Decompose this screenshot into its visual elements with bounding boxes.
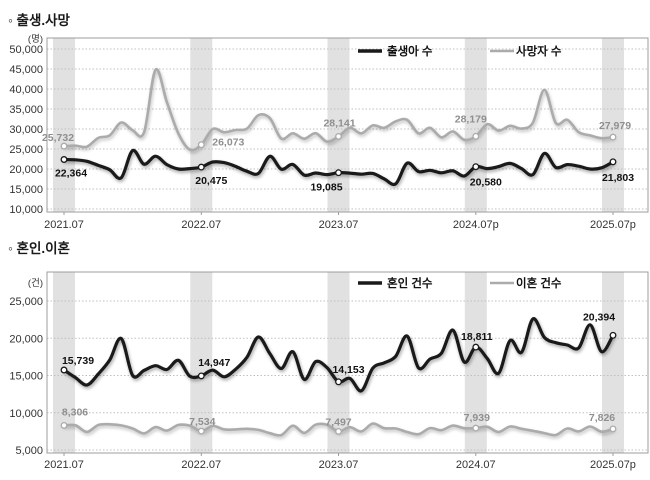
data-point-marker (472, 163, 480, 171)
data-point-label: 28,179 (455, 113, 487, 125)
data-point-label: 8,306 (62, 406, 88, 418)
section-title-marriage-divorce: ◦ 혼인.이혼 (8, 241, 70, 256)
y-axis-unit-label: (건) (28, 278, 43, 289)
data-point-label: 26,073 (212, 137, 244, 149)
data-point-marker (609, 425, 617, 433)
x-axis-tick-label: 2021.07 (44, 459, 84, 471)
x-axis-tick-label: 2022.07 (181, 459, 221, 471)
x-axis-tick-label: 2022.07 (181, 219, 221, 231)
x-axis-tick-label: 2023.07 (319, 459, 359, 471)
x-axis-tick-label: 2023.07 (319, 219, 359, 231)
x-axis-tick-label: 2025.07p (590, 459, 636, 471)
y-axis-tick-label: 25,000 (9, 144, 43, 156)
data-point-marker (472, 424, 480, 432)
data-point-label: 25,732 (42, 132, 74, 144)
data-point-label: 7,826 (589, 412, 615, 424)
data-point-marker (60, 142, 68, 150)
data-point-marker (472, 343, 480, 351)
data-point-marker (60, 366, 68, 374)
data-point-marker (335, 427, 342, 435)
y-axis-tick-label: 35,000 (9, 104, 43, 116)
x-axis-tick-label: 2025.07p (590, 219, 636, 231)
data-point-label: 19,085 (310, 182, 342, 194)
x-axis-tick-label: 2021.07 (44, 219, 84, 231)
data-point-marker (609, 158, 617, 166)
highlight-band (464, 272, 487, 453)
y-axis-tick-label: 40,000 (9, 84, 43, 96)
data-point-marker (60, 421, 68, 429)
data-point-label: 7,534 (189, 416, 215, 428)
data-point-marker (60, 156, 68, 163)
y-axis-tick-label: 30,000 (9, 124, 43, 136)
data-point-marker (609, 331, 617, 339)
legend-label: 사망자 수 (516, 44, 562, 58)
y-axis-unit-label: (명) (28, 34, 43, 45)
data-point-label: 20,475 (195, 175, 227, 187)
data-point-label: 14,947 (198, 357, 230, 369)
data-point-label: 20,394 (583, 311, 615, 323)
data-point-label: 27,979 (599, 120, 631, 132)
highlight-band (53, 38, 75, 212)
data-point-label: 20,580 (470, 177, 502, 189)
marriage-divorce-line-chart: 25,000 20,000 15,000 10,000 5,000 (건) 2021.07 2… (9, 271, 649, 471)
data-point-marker (609, 133, 617, 141)
plot-border (46, 271, 649, 454)
y-axis-tick-label: 20,000 (9, 333, 43, 345)
x-axis-tick-label: 2024.07 (456, 459, 496, 471)
data-point-marker (197, 372, 205, 380)
section-title-birth-death: ◦ 출생.사망 (8, 13, 70, 28)
y-axis-tick-label: 10,000 (9, 204, 43, 216)
highlight-band (53, 272, 75, 453)
data-point-label: 7,497 (325, 416, 351, 428)
data-point-label: 28,141 (323, 117, 355, 129)
data-point-marker (472, 132, 480, 140)
data-point-marker (197, 163, 205, 171)
y-axis-tick-label: 50,000 (9, 44, 43, 56)
y-axis-tick-label: 25,000 (9, 296, 43, 308)
highlight-band (327, 38, 350, 212)
y-axis-tick-label: 45,000 (9, 64, 43, 76)
plot-border (46, 37, 649, 213)
data-point-marker (335, 378, 342, 386)
y-axis-tick-label: 10,000 (9, 408, 43, 420)
legend-label: 출생아 수 (387, 44, 433, 58)
data-point-label: 15,739 (62, 355, 94, 367)
data-point-label: 21,803 (602, 172, 634, 184)
data-point-label: 22,364 (55, 168, 87, 180)
data-point-marker (335, 169, 342, 177)
data-point-marker (335, 132, 342, 140)
x-axis-tick-label: 2024.07p (453, 219, 499, 231)
highlight-band (190, 272, 213, 453)
data-point-label: 7,939 (464, 412, 490, 424)
data-point-marker (197, 141, 205, 149)
data-point-label: 18,811 (461, 331, 493, 343)
legend-label: 혼인 건수 (387, 276, 433, 290)
y-axis-tick-label: 15,000 (9, 184, 43, 196)
data-point-marker (197, 427, 205, 435)
y-axis-tick-label: 5,000 (15, 445, 43, 457)
highlight-band (602, 272, 624, 453)
y-axis-tick-label: 20,000 (9, 164, 43, 176)
legend-label: 이혼 건수 (516, 276, 562, 290)
birth-death-line-chart: 50,000 45,000 40,000 35,000 30,000 25,000 20,0… (9, 34, 649, 231)
highlight-band (327, 272, 350, 453)
data-point-label: 14,153 (332, 364, 364, 376)
y-axis-tick-label: 15,000 (9, 371, 43, 383)
